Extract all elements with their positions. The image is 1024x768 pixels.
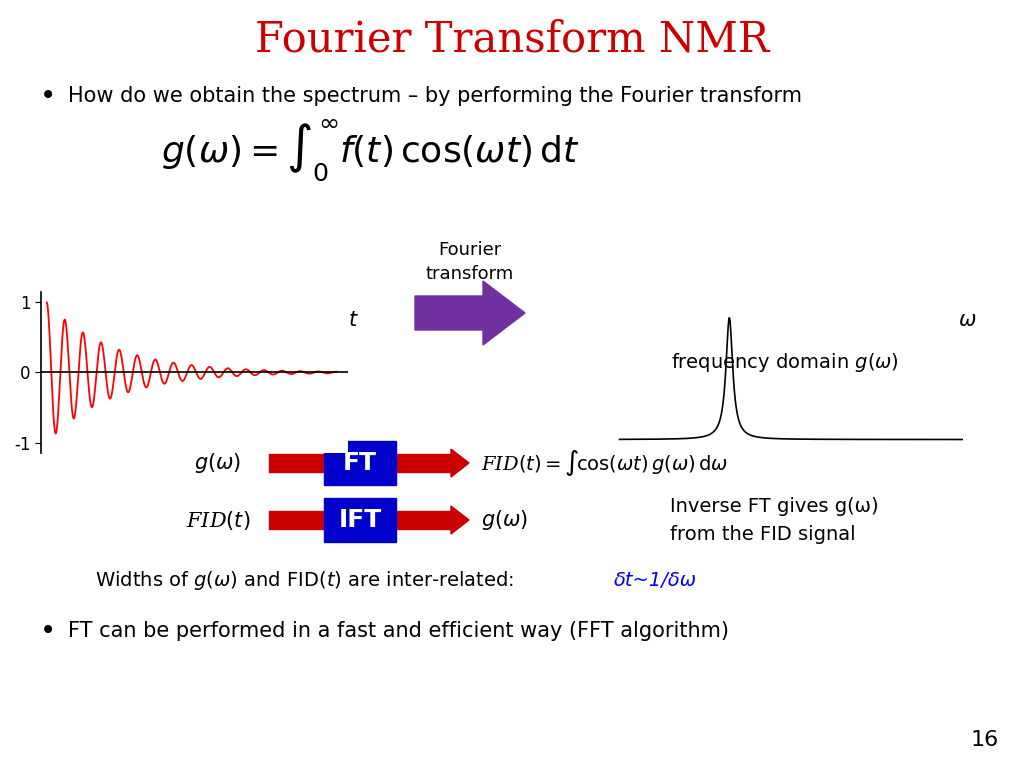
Text: •: • — [40, 617, 56, 645]
Text: FID$(t) = \int\!\cos(\omega t)\,g(\omega)\,\mathrm{d}\omega$: FID$(t) = \int\!\cos(\omega t)\,g(\omega… — [481, 448, 728, 478]
Text: time domain $f(t)$: time domain $f(t)$ — [120, 353, 280, 373]
Bar — [324, 441, 396, 485]
Text: •: • — [40, 82, 56, 110]
Text: Fourier
transform: Fourier transform — [426, 241, 514, 283]
Text: $g(\omega)$: $g(\omega)$ — [481, 508, 528, 532]
Polygon shape — [415, 281, 525, 345]
Text: FT can be performed in a fast and efficient way (FFT algorithm): FT can be performed in a fast and effici… — [68, 621, 729, 641]
Text: FID$(t)$: FID$(t)$ — [185, 508, 250, 531]
Bar — [324, 498, 396, 542]
Polygon shape — [451, 506, 469, 534]
Polygon shape — [451, 449, 469, 477]
Text: $\omega$: $\omega$ — [958, 312, 977, 330]
Text: frequency domain $g(\omega)$: frequency domain $g(\omega)$ — [671, 352, 899, 375]
Text: Inverse FT gives g(ω): Inverse FT gives g(ω) — [670, 496, 879, 515]
Bar — [269, 511, 324, 529]
Text: •: • — [40, 396, 56, 424]
Text: $g(\omega)$: $g(\omega)$ — [195, 451, 242, 475]
Text: Fourier Transform NMR: Fourier Transform NMR — [255, 19, 769, 61]
Bar — [396, 454, 451, 472]
Text: Some examples: Some examples — [68, 400, 234, 420]
Text: from the FID signal: from the FID signal — [670, 525, 856, 544]
Text: $t$: $t$ — [348, 312, 358, 330]
Text: IFT: IFT — [338, 508, 382, 532]
Text: How do we obtain the spectrum – by performing the Fourier transform: How do we obtain the spectrum – by perfo… — [68, 86, 802, 106]
Bar — [269, 454, 324, 472]
Bar — [396, 511, 451, 529]
Text: $g(\omega) = \int_0^{\infty} f(t)\,\cos(\omega t)\,\mathrm{d}t$: $g(\omega) = \int_0^{\infty} f(t)\,\cos(… — [161, 117, 580, 183]
Text: 16: 16 — [971, 730, 999, 750]
Text: Widths of $g(\omega)$ and FID$(t)$ are inter-related:: Widths of $g(\omega)$ and FID$(t)$ are i… — [95, 568, 516, 591]
Text: FT: FT — [343, 451, 377, 475]
Text: δt~1/δω: δt~1/δω — [614, 571, 697, 590]
